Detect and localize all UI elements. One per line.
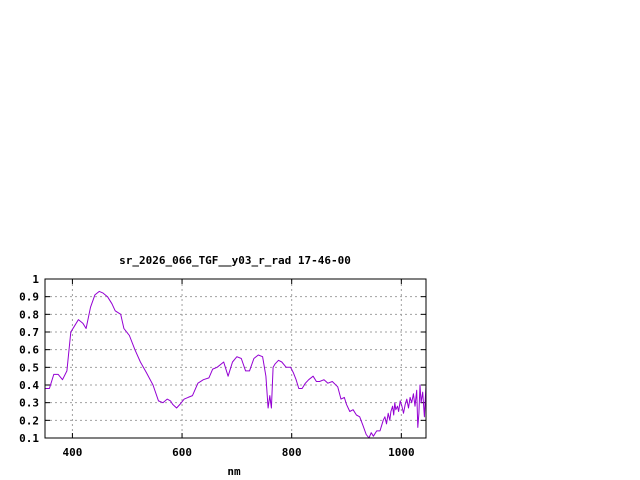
x-tick-label: 800 — [282, 446, 302, 459]
grid — [45, 279, 426, 438]
y-tick-label: 0.9 — [19, 291, 39, 304]
plot-frame — [44, 278, 427, 439]
y-tick-label: 0.1 — [19, 432, 39, 445]
axis-ticks: 0.1 0.2 0.3 0.4 0.5 0.6 0.7 0.8 0.9 1 400 600 800 100… — [19, 273, 426, 459]
series-line — [45, 290, 427, 439]
y-tick-label: 1 — [32, 273, 39, 286]
y-tick-label: 0.5 — [19, 361, 39, 374]
chart-title: sr_2026_066_TGF__y03_r_rad 17-46-00 — [119, 254, 351, 267]
y-tick-label: 0.3 — [19, 397, 39, 410]
x-tick-label: 600 — [172, 446, 192, 459]
y-tick-label: 0.2 — [19, 414, 39, 427]
series-group — [45, 290, 427, 439]
y-tick-label: 0.8 — [19, 308, 39, 321]
x-axis-label: nm — [227, 465, 241, 478]
y-tick-label: 0.7 — [19, 326, 39, 339]
y-tick-label: 0.4 — [19, 379, 39, 392]
y-tick-label: 0.6 — [19, 344, 39, 357]
x-tick-label: 1000 — [388, 446, 415, 459]
x-tick-label: 400 — [62, 446, 82, 459]
